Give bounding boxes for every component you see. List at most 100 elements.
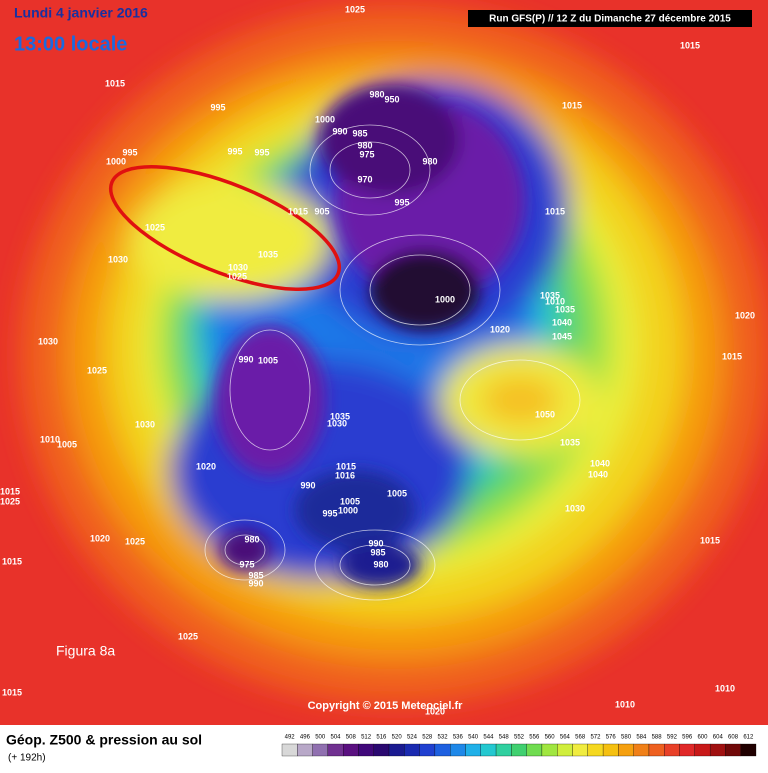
pressure-label: 1030 [327, 418, 347, 428]
colorbar-tick-label: 576 [606, 735, 617, 741]
colorbar-tick-label: 536 [453, 735, 464, 741]
pressure-label: 1035 [330, 411, 350, 421]
colorbar-cell [404, 743, 420, 757]
pressure-label: 1040 [590, 458, 610, 468]
pressure-label: 1025 [345, 4, 365, 14]
pressure-label: 980 [373, 559, 388, 569]
colorbar-tick-label: 592 [667, 735, 678, 741]
colorbar-cell [709, 743, 726, 757]
colorbar-cell [725, 743, 741, 757]
colorbar-cell [648, 743, 665, 757]
low-centers [215, 85, 525, 587]
colorbar-tick-label: 512 [361, 735, 372, 741]
pressure-label: 1016 [335, 470, 355, 480]
pressure-label: 1030 [135, 419, 155, 429]
date: Lundi 4 janvier 2016 [14, 5, 148, 21]
pressure-label: 1010 [715, 683, 735, 693]
pressure-label: 980 [357, 140, 372, 150]
pressure-label: 1030 [108, 254, 128, 264]
colorbar-cell [679, 743, 695, 757]
footer-subtitle: (+ 192h) [8, 753, 46, 764]
pressure-label: 1000 [315, 114, 335, 124]
pressure-label: 1015 [545, 206, 565, 216]
pressure-label: 990 [300, 480, 315, 490]
pressure-label: 995 [122, 147, 137, 157]
pressure-label: 1020 [425, 706, 445, 716]
colorbar-tick-label: 508 [346, 735, 357, 741]
pressure-label: 1005 [387, 488, 407, 498]
pressure-label: 1010 [40, 434, 60, 444]
colorbar-tick-label: 572 [590, 735, 601, 741]
colorbar-cell [511, 743, 527, 757]
pressure-label: 1020 [90, 533, 110, 543]
pressure-label: 985 [352, 128, 367, 138]
pressure-label: 995 [254, 147, 269, 157]
pressure-label: 1035 [560, 437, 580, 447]
pressure-label: 1000 [435, 294, 455, 304]
pressure-label: 1025 [0, 496, 20, 506]
colorbar-cell [419, 743, 436, 757]
pressure-label: 1015 [0, 486, 20, 496]
figure-label: Figura 8a [56, 643, 115, 659]
highlight-ellipse [108, 164, 342, 292]
colorbar-tick-label: 532 [438, 735, 449, 741]
colorbar-tick-label: 580 [621, 735, 632, 741]
colorbar-tick-label: 528 [422, 735, 433, 741]
colorbar-cell [343, 743, 359, 757]
colorbar-tick-label: 544 [483, 735, 494, 741]
colorbar-tick-label: 564 [560, 735, 571, 741]
pressure-label: 995 [394, 197, 409, 207]
pressure-label: 1000 [338, 505, 358, 515]
colorbar-cell [526, 743, 543, 757]
colorbar-cell [373, 743, 390, 757]
colorbar-tick-label: 584 [636, 735, 647, 741]
colorbar-tick-label: 608 [728, 735, 739, 741]
colorbar-cell [664, 743, 680, 757]
pressure-label: 975 [359, 149, 374, 159]
colorbar-tick-label: 568 [575, 735, 586, 741]
colorbar-cell [602, 743, 619, 757]
pressure-label: 1010 [545, 296, 565, 306]
colorbar-cell [434, 743, 451, 757]
pressure-label: 1015 [680, 40, 700, 50]
pressure-label: 1030 [565, 503, 585, 513]
pressure-label: 970 [357, 174, 372, 184]
pressure-label: 1010 [615, 699, 635, 709]
colorbar-tick-label: 612 [743, 735, 754, 741]
copyright: Copyright © 2015 Meteociel.fr [308, 700, 464, 712]
footer-title: Géop. Z500 & pression au sol [6, 732, 202, 748]
pressure-label: 1040 [552, 317, 572, 327]
pressure-label: 1035 [258, 249, 278, 259]
colorbar-tick-label: 520 [392, 735, 403, 741]
colorbar-cell [297, 743, 313, 757]
pressure-label: 1015 [2, 556, 22, 566]
pressure-label: 985 [370, 547, 385, 557]
colorbar-cell [495, 743, 512, 757]
colorbar-cell [358, 743, 374, 757]
pressure-label: 1015 [2, 687, 22, 697]
pressure-label: 1045 [552, 331, 572, 341]
pressure-label: 1025 [87, 365, 107, 375]
colorbar-tick-label: 548 [499, 735, 510, 741]
pressure-label: 995 [210, 102, 225, 112]
isobars [204, 124, 581, 601]
colorbar-tick-label: 604 [713, 735, 724, 741]
pressure-label: 1015 [105, 78, 125, 88]
pressure-label: 1005 [57, 439, 77, 449]
colorbar-tick-label: 524 [407, 735, 418, 741]
colorbar-tick-label: 540 [468, 735, 479, 741]
colorbar-cell [388, 743, 405, 757]
colorbar-tick-label: 516 [376, 735, 387, 741]
pressure-label: 1025 [227, 271, 247, 281]
pressure-label: 950 [384, 94, 399, 104]
colorbar-cell [557, 743, 573, 757]
time: 13:00 locale [14, 33, 127, 55]
colorbar-cell [327, 743, 344, 757]
colorbar-tick-label: 492 [285, 735, 296, 741]
pressure-label: 1025 [145, 222, 165, 232]
pressure-label: 980 [422, 156, 437, 166]
pressure-label: 1020 [490, 324, 510, 334]
pressure-label: 1025 [178, 631, 198, 641]
